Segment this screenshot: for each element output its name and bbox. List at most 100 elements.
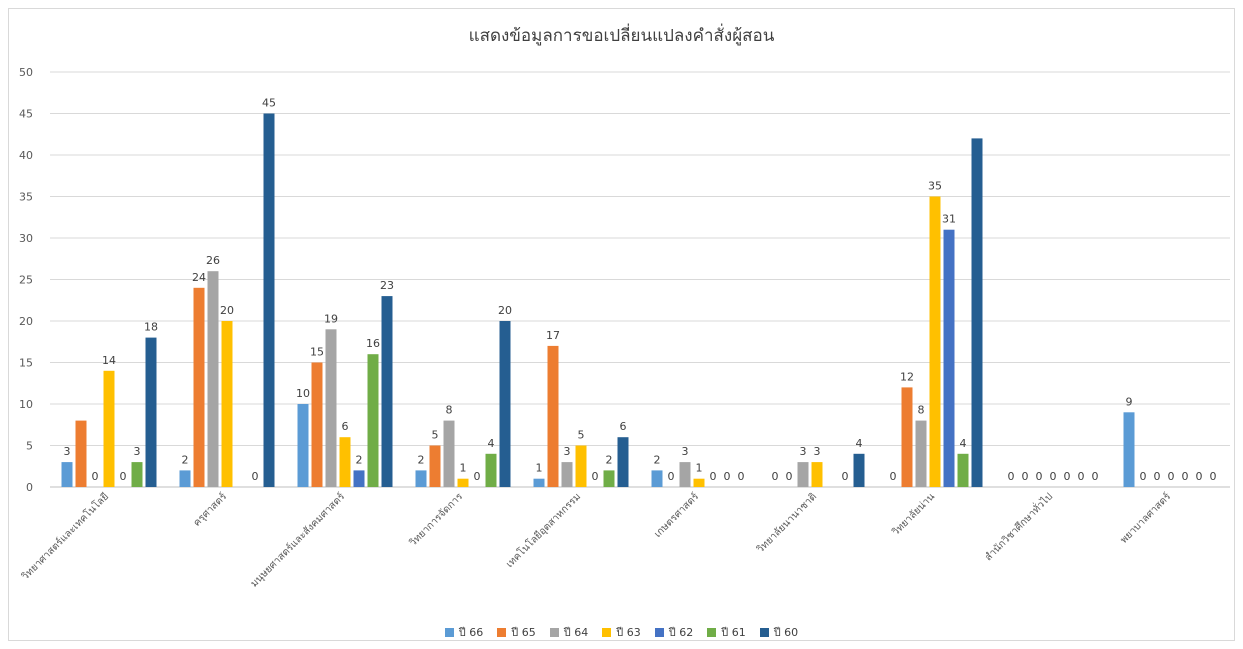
legend-label: ปี 61: [721, 626, 746, 639]
data-label: 0: [1154, 470, 1161, 483]
data-label: 0: [1022, 470, 1029, 483]
y-tick-label: 15: [19, 357, 33, 370]
data-label: 10: [296, 387, 310, 400]
y-tick-label: 25: [19, 274, 33, 287]
bar: [221, 321, 233, 487]
legend-swatch: [602, 627, 612, 637]
data-label: 15: [310, 346, 324, 359]
data-label: 4: [856, 437, 863, 450]
bar: [61, 462, 73, 487]
legend-label: ปี 60: [773, 626, 799, 639]
x-tick-label: วิทยาศาสตร์และเทคโนโลยี: [18, 490, 111, 583]
bar: [179, 470, 191, 487]
data-label: 0: [1210, 470, 1217, 483]
data-label: 12: [900, 370, 914, 383]
bar: [693, 478, 705, 487]
data-label: 4: [488, 437, 495, 450]
data-label: 5: [432, 429, 439, 442]
data-label: 8: [446, 404, 453, 417]
data-label: 24: [192, 271, 206, 284]
bar: [853, 453, 865, 487]
data-label: 9: [1126, 395, 1133, 408]
data-label: 0: [1196, 470, 1203, 483]
data-label: 16: [366, 337, 380, 350]
data-label: 19: [324, 312, 338, 325]
bar: [915, 420, 927, 487]
bar: [971, 138, 983, 487]
data-label: 0: [1050, 470, 1057, 483]
bar: [415, 470, 427, 487]
legend-item: ปี 66: [444, 623, 484, 641]
data-label: 0: [1140, 470, 1147, 483]
x-tick-label: วิทยาลัยน่าน: [890, 491, 937, 538]
bar: [499, 321, 511, 487]
data-label: 0: [120, 470, 127, 483]
bar: [533, 478, 545, 487]
y-tick-label: 40: [19, 149, 33, 162]
data-label: 0: [738, 470, 745, 483]
data-label: 26: [206, 254, 220, 267]
data-label: 23: [380, 279, 394, 292]
bar: [443, 420, 455, 487]
data-label: 3: [800, 445, 807, 458]
bar: [901, 387, 913, 487]
legend-item: ปี 65: [497, 623, 536, 641]
data-label: 0: [1092, 470, 1099, 483]
data-label: 2: [418, 453, 425, 466]
x-tick-label: เทคโนโลยีอุตสาหกรรม: [503, 490, 583, 570]
data-label: 14: [102, 354, 116, 367]
data-label: 20: [220, 304, 234, 317]
data-label: 31: [942, 213, 956, 226]
legend-swatch: [654, 627, 664, 637]
bar: [547, 345, 559, 487]
legend-item: ปี 62: [654, 623, 693, 641]
y-tick-label: 20: [19, 315, 33, 328]
x-tick-label: วิทยาลัยนานาชาติ: [755, 491, 819, 555]
bar: [1123, 412, 1135, 487]
x-tick-label: สำนักวิชาศึกษาทั่วไป: [981, 489, 1055, 563]
bar: [339, 437, 351, 487]
data-label: 2: [182, 453, 189, 466]
bar: [131, 462, 143, 487]
data-label: 0: [668, 470, 675, 483]
x-tick-label: วิทยาการจัดการ: [407, 491, 465, 549]
chart-title: แสดงข้อมูลการขอเปลี่ยนแปลงคำสั่งผู้สอน: [468, 26, 775, 46]
data-label: 45: [262, 97, 276, 110]
chart-legend: ปี 66 ปี 65 ปี 64 ปี 63 ปี 62 ปี 61 ปี 60: [0, 623, 1243, 641]
data-label: 8: [918, 404, 925, 417]
data-label: 0: [1008, 470, 1015, 483]
bar: [929, 196, 941, 487]
data-label: 17: [546, 329, 560, 342]
data-label: 0: [842, 470, 849, 483]
data-label: 18: [144, 321, 158, 334]
data-label: 0: [592, 470, 599, 483]
legend-swatch: [549, 627, 559, 637]
data-label: 0: [474, 470, 481, 483]
data-label: 0: [1078, 470, 1085, 483]
data-label: 0: [1036, 470, 1043, 483]
y-tick-label: 50: [19, 66, 33, 79]
legend-label: ปี 66: [458, 626, 484, 639]
legend-item: ปี 64: [549, 623, 588, 641]
data-label: 0: [772, 470, 779, 483]
legend-swatch: [707, 627, 717, 637]
bar: [263, 113, 275, 487]
bar: [651, 470, 663, 487]
bar: [325, 329, 337, 487]
data-label: 0: [252, 470, 259, 483]
bar: [103, 370, 115, 487]
y-tick-label: 45: [19, 108, 33, 121]
bar: [353, 470, 365, 487]
x-tick-label: พยาบาลศาสตร์: [1118, 490, 1174, 546]
bar: [457, 478, 469, 487]
x-tick-label: เกษตรศาสตร์: [652, 490, 702, 540]
legend-item: ปี 60: [759, 623, 799, 641]
bar: [75, 420, 87, 487]
data-label: 0: [1182, 470, 1189, 483]
data-label: 35: [928, 180, 942, 193]
bar: [943, 229, 955, 487]
legend-item: ปี 63: [602, 623, 641, 641]
data-label: 0: [92, 470, 99, 483]
bar: [575, 445, 587, 487]
